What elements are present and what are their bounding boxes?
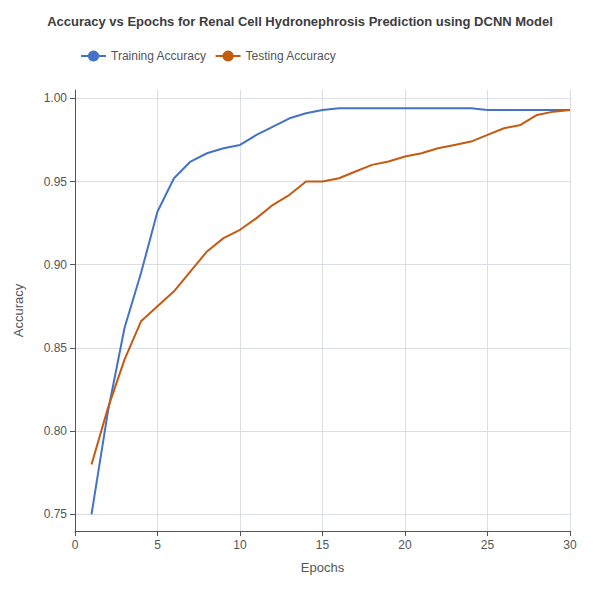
svg-text:10: 10 <box>233 538 247 552</box>
svg-text:0: 0 <box>72 538 79 552</box>
svg-text:20: 20 <box>398 538 412 552</box>
svg-text:Epochs: Epochs <box>301 560 345 575</box>
svg-text:Training Accuracy: Training Accuracy <box>111 49 206 63</box>
svg-text:0.95: 0.95 <box>44 175 68 189</box>
svg-text:15: 15 <box>316 538 330 552</box>
svg-text:Testing Accuracy: Testing Accuracy <box>246 49 336 63</box>
svg-text:5: 5 <box>154 538 161 552</box>
svg-text:Accuracy: Accuracy <box>11 283 26 337</box>
svg-text:30: 30 <box>563 538 577 552</box>
svg-text:0.80: 0.80 <box>44 424 68 438</box>
svg-text:1.00: 1.00 <box>44 91 68 105</box>
svg-text:0.90: 0.90 <box>44 258 68 272</box>
svg-text:0.85: 0.85 <box>44 341 68 355</box>
svg-text:25: 25 <box>481 538 495 552</box>
svg-text:Accuracy vs Epochs for Renal C: Accuracy vs Epochs for Renal Cell Hydron… <box>47 14 553 29</box>
svg-text:0.75: 0.75 <box>44 507 68 521</box>
